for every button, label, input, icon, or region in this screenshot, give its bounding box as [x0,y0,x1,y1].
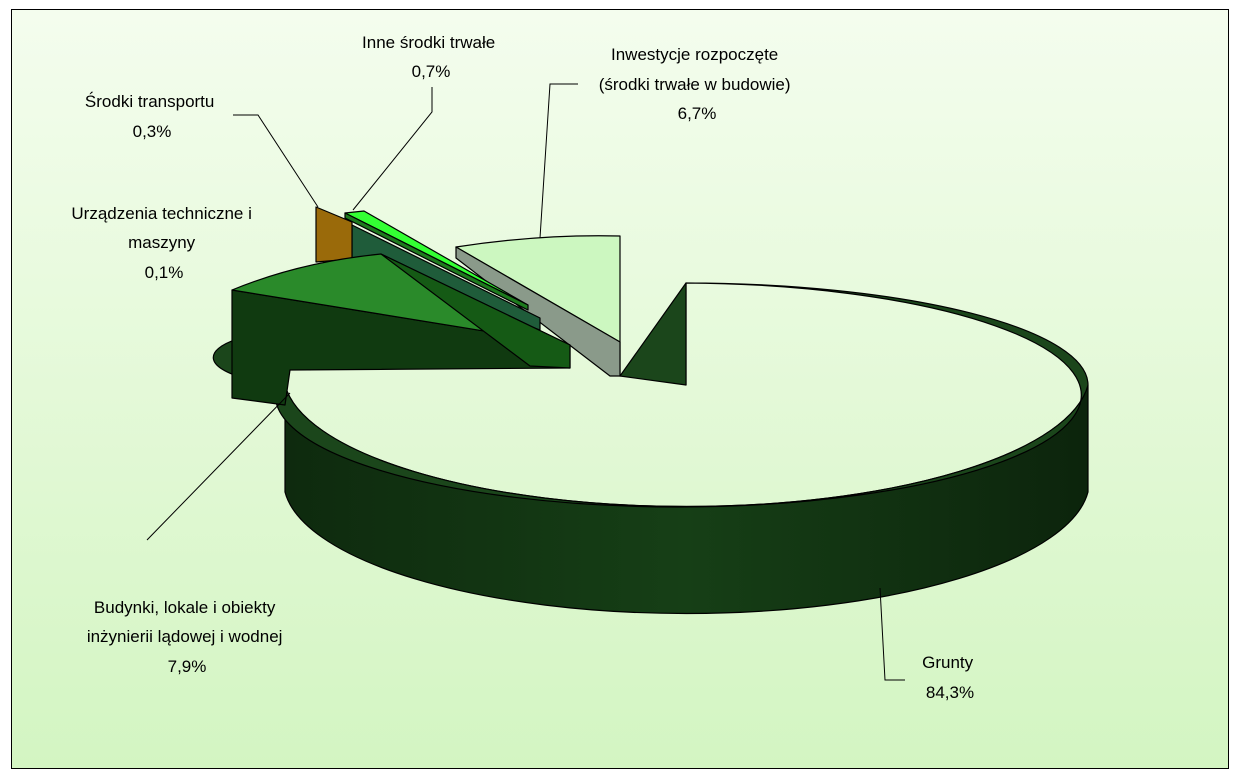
label-inwestycje-line1: Inwestycje rozpoczęte [611,45,778,64]
slice-inwestycje[interactable] [455,235,621,377]
slice-inwestycje-top [455,235,621,343]
label-urzadzenia: Urządzenia techniczne i maszyny 0,1% [71,204,256,282]
label-inwestycje-value: 6,7% [678,104,717,123]
leader-grunty [879,587,905,681]
slice-grunty-cut [619,282,687,386]
slice-budynki[interactable] [231,253,571,406]
label-inwestycje-line2: (środki trwałe w budowie) [599,75,791,94]
slice-grunty-side [284,384,1089,615]
label-inne-value: 0,7% [412,62,451,81]
label-budynki-value: 7,9% [168,657,207,676]
slice-inne-side [344,212,529,311]
leader-transport [233,114,319,208]
leader-inwestycje [539,83,578,239]
label-budynki: Budynki, lokale i obiekty inżynierii ląd… [87,598,287,676]
label-transport-line1: Środki transportu [85,92,214,111]
label-inwestycje: Inwestycje rozpoczęte (środki trwałe w b… [599,45,796,123]
label-urzadzenia-line2: maszyny [128,233,196,252]
label-grunty-line1: Grunty [922,653,974,672]
slice-inwestycje-wall [455,246,621,377]
slice-inne[interactable] [344,210,529,311]
label-inne: Inne środki trwałe 0,7% [362,33,500,81]
label-transport: Środki transportu 0,3% [85,92,219,141]
leader-inne [352,87,433,211]
label-transport-value: 0,3% [133,122,172,141]
label-urzadzenia-line1: Urządzenia techniczne i [71,204,251,223]
slice-budynki-wall [380,253,571,369]
label-grunty: Grunty 84,3% [922,653,978,702]
label-budynki-line2: inżynierii lądowej i wodnej [87,627,283,646]
leader-budynki [146,392,291,541]
chart-area [11,9,1229,769]
label-grunty-value: 84,3% [926,683,974,702]
label-inne-line1: Inne środki trwałe [362,33,495,52]
label-budynki-line1: Budynki, lokale i obiekty [94,598,276,617]
label-urzadzenia-value: 0,1% [145,263,184,282]
